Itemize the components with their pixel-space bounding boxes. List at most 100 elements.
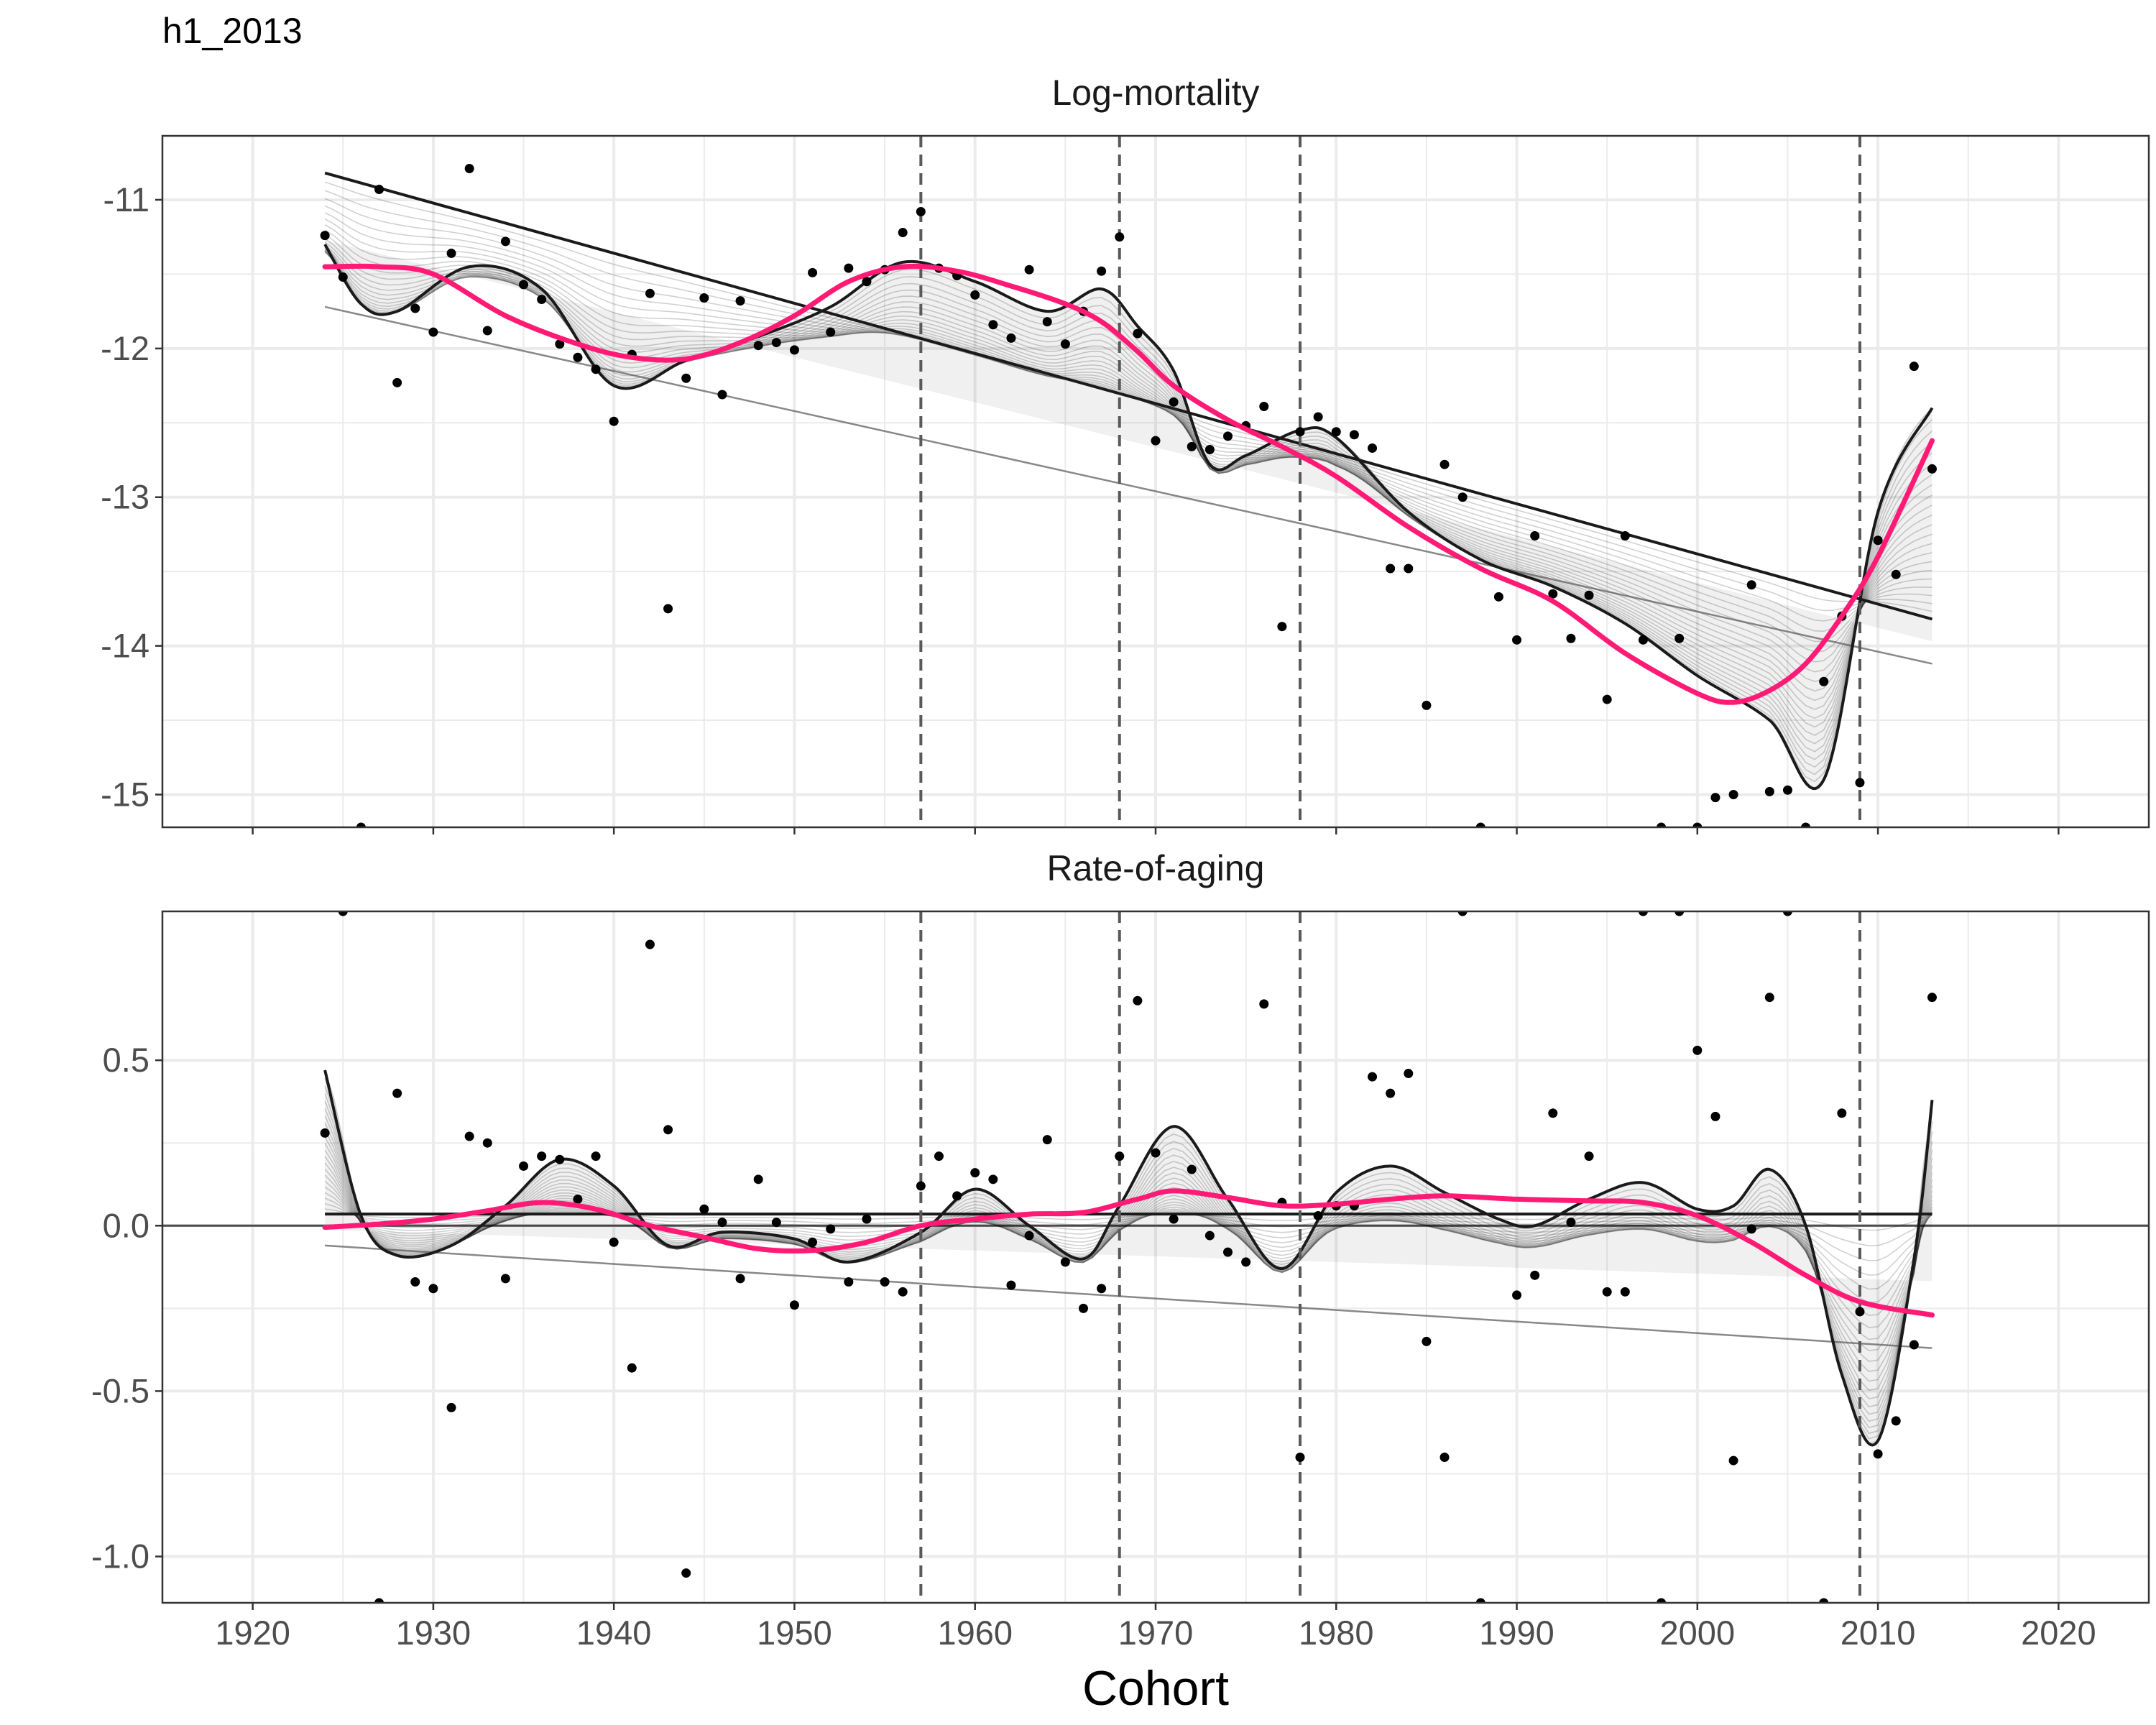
data-point: [1313, 1210, 1323, 1220]
data-point: [519, 280, 529, 290]
data-point: [1530, 1270, 1540, 1280]
bundle-line: [324, 1143, 1933, 1372]
x-tick-label: 1980: [1299, 1614, 1374, 1652]
data-point: [862, 1214, 872, 1224]
bundle-line: [324, 1129, 1933, 1392]
data-point: [663, 1125, 673, 1135]
data-point: [1295, 1452, 1305, 1462]
data-point: [1855, 1307, 1865, 1317]
data-point: [880, 1277, 890, 1287]
data-point: [1277, 622, 1287, 632]
data-point: [1259, 402, 1269, 412]
data-point: [555, 1154, 565, 1164]
data-point: [717, 390, 727, 400]
data-point: [1386, 564, 1396, 574]
data-point: [771, 338, 781, 348]
data-point: [1710, 1111, 1720, 1121]
panel-title: Rate-of-aging: [1047, 848, 1265, 888]
data-point: [1728, 789, 1738, 799]
data-point: [1493, 592, 1503, 602]
data-point: [1602, 694, 1612, 704]
data-point: [1313, 412, 1323, 422]
data-point: [862, 277, 872, 287]
data-point: [1169, 1214, 1179, 1224]
bundle-line: [324, 1136, 1933, 1382]
data-point: [1728, 1455, 1738, 1466]
data-point: [482, 1138, 492, 1148]
data-point: [591, 364, 601, 374]
data-point: [826, 1224, 836, 1234]
data-point: [663, 604, 673, 614]
bundle-shade: [325, 239, 1932, 789]
data-point: [645, 939, 655, 949]
x-tick-label: 2010: [1841, 1614, 1916, 1652]
data-point: [1404, 564, 1414, 574]
data-point: [1097, 266, 1107, 276]
y-tick-label: -15: [101, 775, 149, 813]
y-tick-label: -14: [101, 627, 149, 665]
bundle-line: [324, 1180, 1933, 1303]
data-point: [609, 416, 619, 426]
data-point: [1223, 1247, 1233, 1257]
smooth-curve: [322, 1188, 1935, 1318]
data-point: [1584, 1151, 1594, 1162]
data-point: [1151, 436, 1161, 446]
data-point: [1782, 785, 1792, 795]
data-point: [1530, 531, 1540, 541]
data-point: [428, 1284, 438, 1294]
data-point: [1133, 328, 1143, 339]
data-point: [1566, 633, 1576, 643]
plot-area: [162, 911, 2149, 1603]
plot-area: [320, 136, 1937, 827]
data-point: [681, 1568, 691, 1578]
data-point: [591, 1151, 601, 1162]
data-point: [446, 248, 456, 258]
data-point: [1801, 822, 1811, 827]
data-point: [1512, 635, 1522, 645]
data-point: [844, 1277, 854, 1287]
data-point: [753, 341, 763, 351]
data-point: [1439, 1452, 1450, 1462]
data-point: [1638, 911, 1648, 916]
data-point: [1223, 431, 1233, 441]
data-point: [1620, 531, 1630, 541]
bundle-line: [324, 1108, 1933, 1415]
data-point: [898, 1287, 908, 1297]
data-point: [356, 822, 366, 827]
data-point: [1475, 822, 1485, 827]
data-point: [916, 207, 926, 217]
data-point: [1927, 464, 1937, 474]
data-point: [1349, 430, 1359, 440]
data-point: [1457, 911, 1468, 916]
data-point: [609, 1237, 619, 1247]
data-point: [1187, 441, 1197, 451]
bundle-line: [324, 1149, 1933, 1362]
data-point: [1674, 633, 1685, 643]
data-point: [392, 377, 402, 387]
data-point: [1873, 1449, 1883, 1459]
data-point: [555, 339, 565, 349]
data-point: [464, 164, 474, 174]
x-tick-label: 1920: [215, 1614, 290, 1652]
bundle-line: [324, 1186, 1933, 1290]
data-point: [970, 1168, 980, 1178]
data-point: [1891, 569, 1901, 579]
data-point: [1169, 397, 1179, 407]
y-tick-label: -12: [101, 329, 149, 367]
data-point: [1692, 1045, 1703, 1055]
data-point: [1331, 427, 1341, 437]
data-point: [500, 236, 510, 247]
data-point: [338, 911, 348, 916]
data-point: [1042, 317, 1052, 327]
data-point: [1512, 1290, 1522, 1300]
data-point: [988, 320, 998, 330]
data-point: [808, 267, 818, 277]
data-point: [645, 288, 655, 298]
data-point: [1475, 1598, 1485, 1603]
data-point: [681, 373, 691, 383]
bundle-line: [324, 212, 1932, 643]
data-point: [1115, 1151, 1125, 1162]
panel-title: Log-mortality: [1052, 73, 1260, 113]
data-point: [374, 184, 384, 194]
x-tick-label: 1960: [937, 1614, 1013, 1652]
